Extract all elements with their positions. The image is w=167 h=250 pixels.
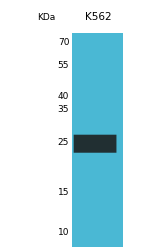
Bar: [72, 30, 123, 247]
Text: K562: K562: [85, 12, 111, 22]
Text: KDa: KDa: [37, 13, 55, 22]
FancyBboxPatch shape: [74, 135, 116, 153]
Bar: [72, 26, 123, 34]
